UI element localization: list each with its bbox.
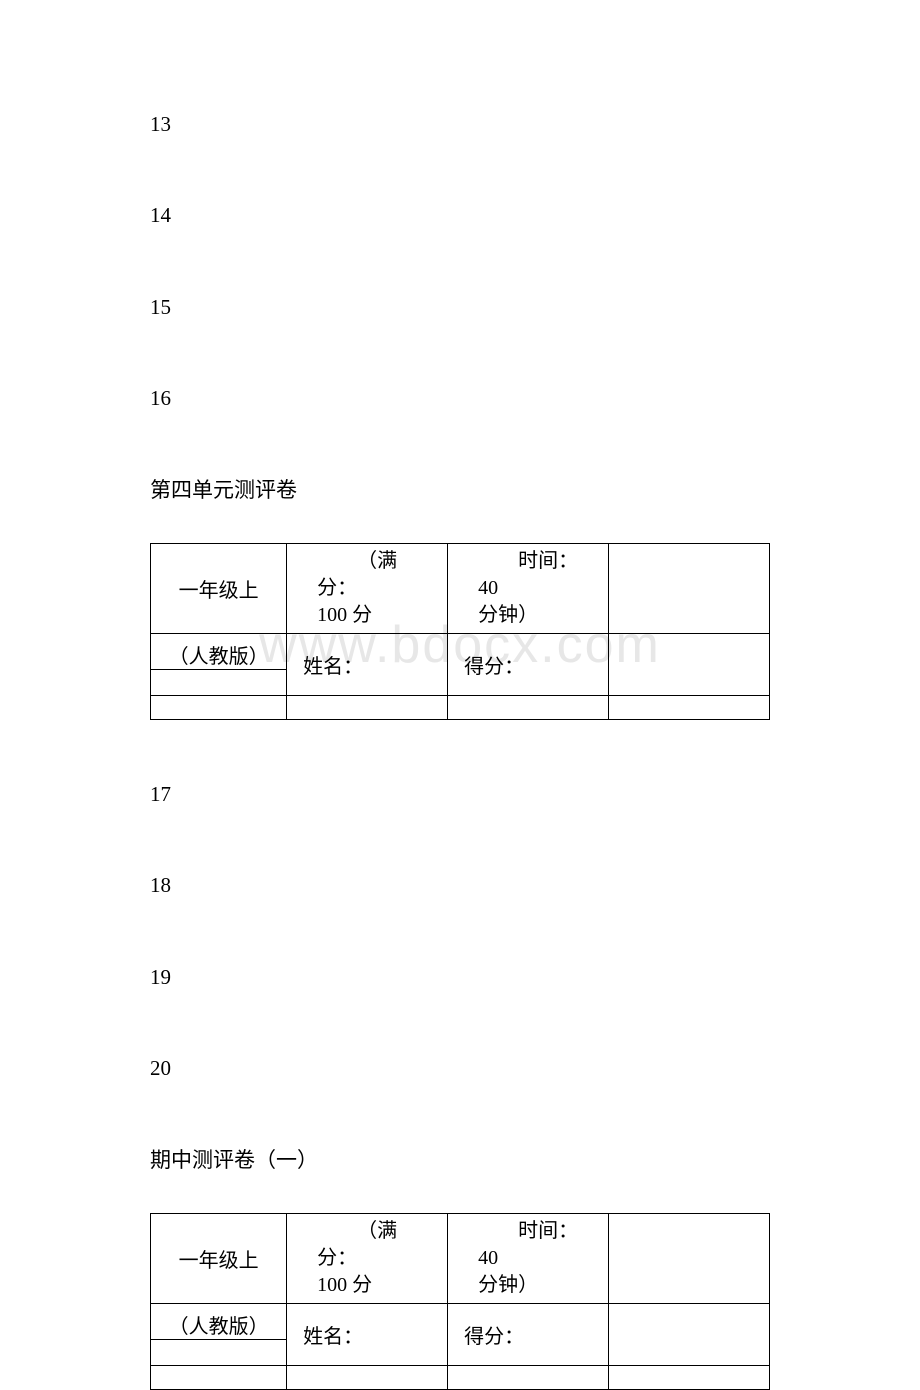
t1-r4c2 xyxy=(287,695,448,719)
t2-grade: 一年级上 xyxy=(151,1213,287,1303)
number-18: 18 xyxy=(150,871,770,900)
t1-name-label: 姓名： xyxy=(287,633,448,695)
number-17: 17 xyxy=(150,780,770,809)
t1-r3c1 xyxy=(151,669,287,695)
t2-r3c1 xyxy=(151,1339,287,1365)
t2-r4c1 xyxy=(151,1365,287,1389)
number-15: 15 xyxy=(150,293,770,322)
number-16: 16 xyxy=(150,384,770,413)
t1-fullscore-l2: 100 分 xyxy=(317,604,372,626)
section-title-midterm: 期中测评卷（一） xyxy=(150,1146,770,1175)
t2-fullscore-l1: （满分： xyxy=(317,1220,397,1269)
t2-name-label: 姓名： xyxy=(287,1303,448,1365)
t2-r4c3 xyxy=(448,1365,609,1389)
t2-r1c4 xyxy=(609,1213,770,1303)
t1-fullscore-l1: （满分： xyxy=(317,550,397,599)
t1-r1c4 xyxy=(609,543,770,633)
page-content: 13 14 15 16 第四单元测评卷 一年级上 （满分： 100 分 时间： … xyxy=(0,0,920,1390)
info-table-2: 一年级上 （满分： 100 分 时间： 40 分钟） （人教版） 姓名： 得分： xyxy=(150,1213,770,1390)
t1-r2c4 xyxy=(609,633,770,695)
t2-r4c4 xyxy=(609,1365,770,1389)
t2-edition: （人教版） xyxy=(151,1303,287,1339)
t1-time-l2: 分钟） xyxy=(478,604,538,626)
t2-fullscore: （满分： 100 分 xyxy=(287,1213,448,1303)
t2-score-label: 得分： xyxy=(448,1303,609,1365)
number-13: 13 xyxy=(150,110,770,139)
t2-r4c2 xyxy=(287,1365,448,1389)
t2-r2c4 xyxy=(609,1303,770,1365)
number-14: 14 xyxy=(150,201,770,230)
t1-r4c1 xyxy=(151,695,287,719)
t1-time: 时间： 40 分钟） xyxy=(448,543,609,633)
t1-grade: 一年级上 xyxy=(151,543,287,633)
t1-r4c3 xyxy=(448,695,609,719)
section-title-unit4: 第四单元测评卷 xyxy=(150,476,770,505)
t2-time-l2: 分钟） xyxy=(478,1274,538,1296)
number-19: 19 xyxy=(150,963,770,992)
t2-fullscore-l2: 100 分 xyxy=(317,1274,372,1296)
t2-time: 时间： 40 分钟） xyxy=(448,1213,609,1303)
t1-time-l1: 时间： 40 xyxy=(478,550,588,599)
t1-score-label: 得分： xyxy=(448,633,609,695)
t1-r4c4 xyxy=(609,695,770,719)
t1-edition: （人教版） xyxy=(151,633,287,669)
number-20: 20 xyxy=(150,1054,770,1083)
t2-time-l1: 时间： 40 xyxy=(478,1220,588,1269)
t1-fullscore: （满分： 100 分 xyxy=(287,543,448,633)
info-table-1: 一年级上 （满分： 100 分 时间： 40 分钟） （人教版） 姓名： 得分： xyxy=(150,543,770,720)
